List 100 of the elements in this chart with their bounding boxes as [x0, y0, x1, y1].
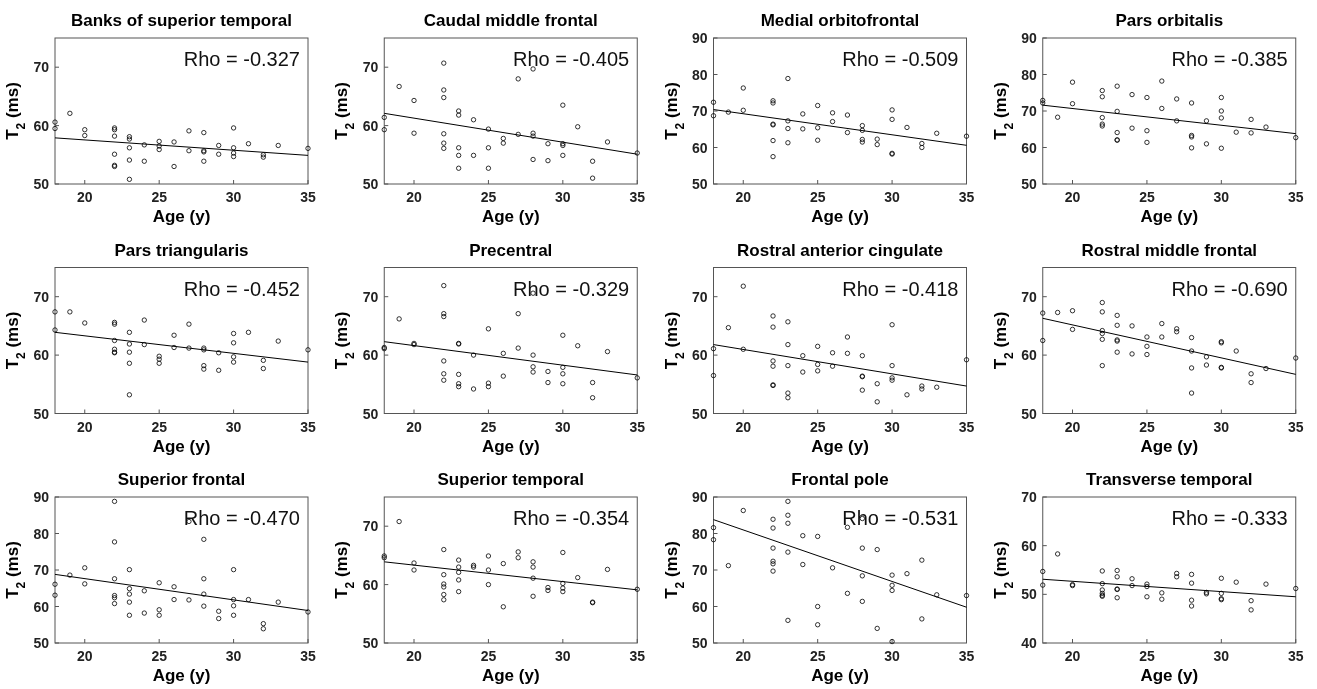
x-axis-title: Age (y): [152, 436, 211, 456]
y-tick-label: 60: [362, 117, 379, 134]
x-axis-title: Age (y): [1140, 207, 1199, 226]
x-tick-label: 20: [1064, 648, 1081, 664]
chart-title: Medial orbitofrontal: [760, 11, 920, 30]
annotation: Rho = -0.531: [842, 507, 959, 529]
x-tick-label: 30: [225, 648, 242, 664]
x-tick-label: 20: [735, 189, 752, 205]
x-tick-label: 25: [1139, 418, 1155, 435]
x-tick-label: 25: [1139, 189, 1155, 205]
annotation: Rho = -0.405: [513, 48, 630, 70]
y-tick-label: 70: [362, 518, 379, 535]
x-axis-title: Age (y): [811, 666, 869, 685]
x-tick-label: 20: [76, 418, 93, 435]
x-tick-label: 35: [300, 648, 316, 664]
y-tick-label: 70: [691, 103, 708, 119]
y-tick-label: 50: [691, 635, 708, 651]
y-tick-label: 80: [33, 525, 50, 542]
y-tick-label: 50: [33, 405, 50, 422]
x-tick-label: 35: [300, 418, 316, 435]
y-tick-label: 50: [33, 176, 50, 192]
chart-title: Superior frontal: [117, 470, 246, 489]
y-tick-label: 60: [1021, 347, 1037, 364]
y-tick-label: 50: [691, 176, 708, 192]
y-tick-label: 80: [691, 66, 708, 83]
y-tick-label: 80: [691, 525, 708, 542]
x-tick-label: 35: [629, 189, 646, 205]
y-tick-label: 50: [362, 405, 379, 422]
chart-title: Superior temporal: [437, 470, 584, 489]
y-tick-label: 60: [33, 598, 50, 615]
x-tick-label: 35: [958, 418, 975, 435]
annotation: Rho = -0.333: [1171, 507, 1288, 529]
x-tick-label: 30: [225, 418, 242, 435]
x-tick-label: 25: [809, 648, 826, 664]
x-tick-label: 30: [555, 648, 571, 664]
y-tick-label: 90: [33, 489, 50, 505]
chart-title: Banks of superior temporal: [70, 11, 293, 30]
y-tick-label: 70: [1021, 489, 1037, 505]
x-tick-label: 20: [406, 418, 423, 435]
annotation: Rho = -0.354: [513, 507, 630, 529]
y-tick-label: 50: [1021, 586, 1037, 603]
y-tick-label: 70: [691, 562, 708, 578]
chart-title: Pars orbitalis: [1115, 11, 1224, 30]
x-tick-label: 35: [958, 189, 975, 205]
x-tick-label: 30: [884, 648, 901, 664]
annotation: Rho = -0.329: [513, 277, 630, 300]
y-tick-label: 70: [33, 562, 50, 578]
annotation: Rho = -0.327: [183, 48, 300, 70]
chart-title: Transverse temporal: [1086, 470, 1253, 489]
x-tick-label: 20: [406, 189, 423, 205]
y-tick-label: 60: [691, 347, 708, 364]
x-tick-label: 25: [151, 648, 168, 664]
annotation: Rho = -0.470: [183, 507, 300, 529]
x-tick-label: 35: [1287, 189, 1304, 205]
x-tick-label: 30: [1213, 648, 1230, 664]
y-tick-label: 60: [1021, 139, 1037, 156]
x-tick-label: 25: [151, 189, 168, 205]
annotation: Rho = -0.452: [183, 277, 300, 300]
chart-title: Rostral anterior cingulate: [737, 240, 943, 260]
x-tick-label: 20: [735, 648, 752, 664]
y-tick-label: 80: [1021, 66, 1037, 83]
x-tick-label: 20: [735, 418, 752, 435]
chart-title: Pars triangularis: [114, 240, 249, 260]
y-tick-label: 70: [691, 288, 708, 305]
annotation: Rho = -0.690: [1171, 277, 1288, 300]
x-axis-title: Age (y): [811, 207, 869, 226]
x-tick-label: 30: [1213, 418, 1230, 435]
x-axis-title: Age (y): [152, 207, 211, 226]
x-axis-title: Age (y): [152, 666, 211, 685]
chart-title: Precentral: [469, 240, 553, 260]
x-tick-label: 25: [480, 418, 497, 435]
y-tick-label: 90: [691, 489, 708, 505]
x-axis-title: Age (y): [481, 436, 540, 456]
y-tick-label: 90: [1021, 30, 1037, 46]
chart-title: Rostral middle frontal: [1081, 240, 1258, 260]
x-tick-label: 30: [555, 189, 571, 205]
y-tick-label: 60: [362, 576, 379, 593]
x-tick-label: 30: [225, 189, 242, 205]
y-tick-label: 50: [33, 635, 50, 651]
y-tick-label: 60: [33, 117, 50, 134]
y-tick-label: 70: [33, 288, 50, 305]
y-tick-label: 60: [1021, 537, 1037, 554]
x-tick-label: 30: [884, 189, 901, 205]
y-tick-label: 60: [691, 598, 708, 615]
x-tick-label: 20: [76, 189, 93, 205]
x-axis-title: Age (y): [811, 436, 869, 456]
y-tick-label: 70: [1021, 103, 1037, 119]
y-tick-label: 70: [1021, 288, 1037, 305]
x-axis-title: Age (y): [481, 666, 540, 685]
y-tick-label: 60: [691, 139, 708, 156]
x-tick-label: 20: [406, 648, 423, 664]
x-tick-label: 35: [958, 648, 975, 664]
x-tick-label: 35: [1287, 648, 1304, 664]
y-tick-label: 90: [691, 30, 708, 46]
annotation: Rho = -0.509: [842, 48, 959, 70]
x-tick-label: 35: [300, 189, 316, 205]
x-tick-label: 25: [809, 418, 826, 435]
x-tick-label: 30: [1213, 189, 1230, 205]
x-tick-label: 25: [151, 418, 168, 435]
x-axis-title: Age (y): [1140, 436, 1199, 456]
